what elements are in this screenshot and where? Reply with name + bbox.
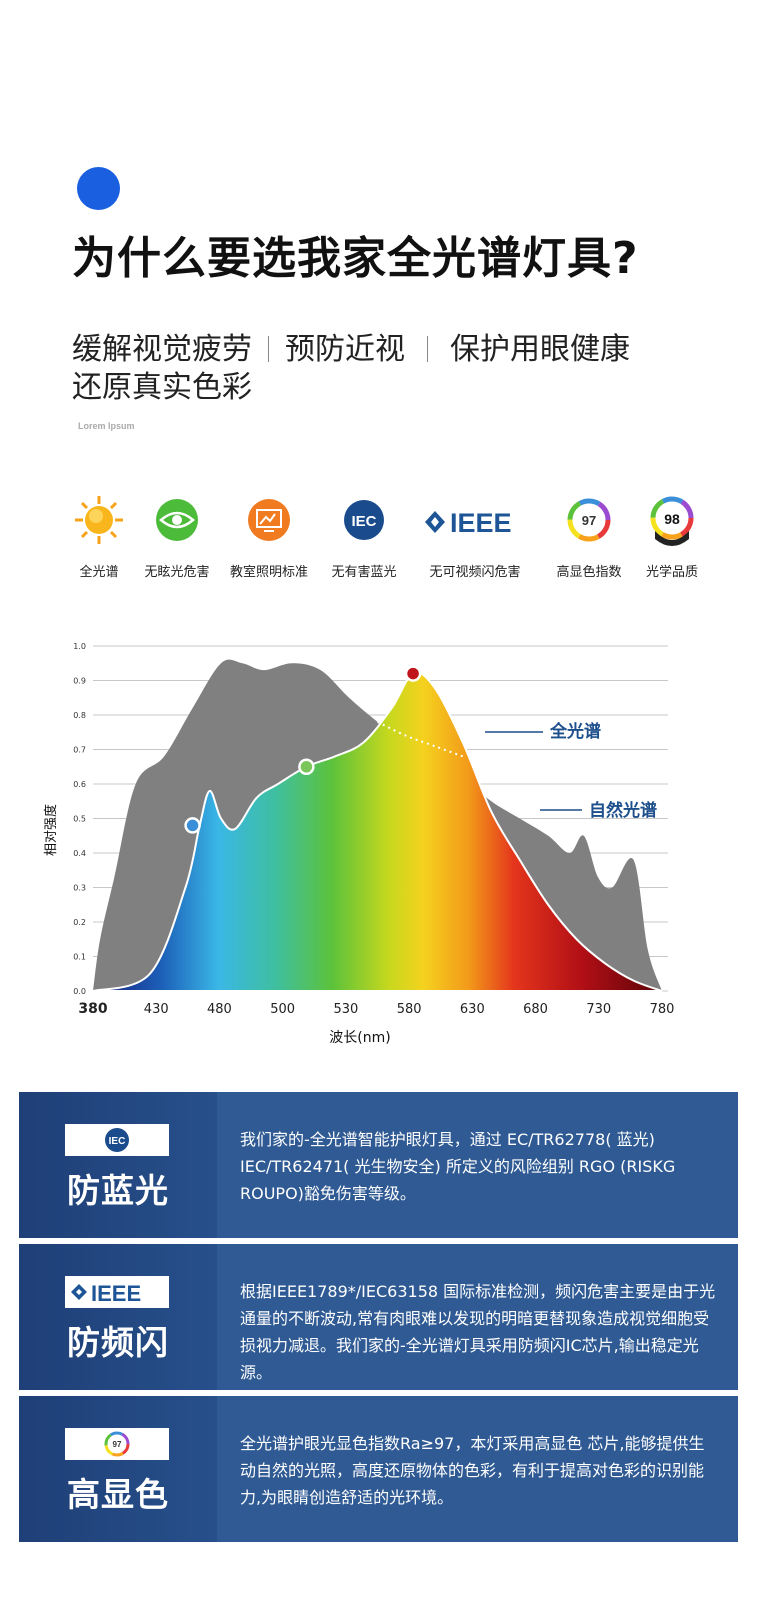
feature-full-spectrum: 全光谱 — [49, 495, 149, 580]
iec-icon: IEC — [339, 495, 389, 545]
cri97-logo: 97 — [65, 1428, 169, 1460]
full-spectrum-area — [92, 671, 663, 992]
svg-text:IEC: IEC — [351, 513, 376, 530]
feature-label: 全光谱 — [79, 565, 119, 580]
y-axis-label: 相对强度 — [43, 804, 59, 856]
classroom-icon — [244, 495, 294, 545]
y-tick-label: 1.0 — [73, 642, 86, 651]
card-text: 全光谱护眼光显色指数Ra≥97，本灯采用高显色 芯片,能够提供生动自然的光照，高… — [240, 1434, 705, 1507]
svg-text:97: 97 — [113, 1440, 122, 1449]
ieee-icon: IEEE — [421, 495, 529, 545]
quality98-icon: 98 — [647, 495, 697, 546]
cri-value: 97 — [582, 513, 596, 528]
x-tick-label: 500 — [270, 1002, 295, 1017]
y-tick-label: 0.9 — [73, 677, 86, 686]
eye-icon — [152, 495, 202, 545]
y-tick-label: 0.0 — [73, 987, 86, 996]
svg-text:IEEE: IEEE — [450, 508, 512, 538]
feature-label: 光学品质 — [645, 565, 698, 580]
natural-dotted-curve — [377, 721, 464, 758]
x-tick-label: 530 — [333, 1002, 358, 1017]
x-tick-label: 580 — [397, 1002, 422, 1017]
lorem-caption: Lorem Ipsum — [78, 421, 135, 431]
ieee-logo: IEEE — [65, 1276, 169, 1308]
card-title: 高显色 — [67, 1475, 169, 1514]
chart-marker — [184, 817, 201, 834]
feature-classroom: 教室照明标准 — [219, 495, 319, 580]
feature-label: 无有害蓝光 — [331, 565, 397, 580]
feature-label: 无可视频闪危害 — [429, 565, 521, 580]
y-tick-label: 0.5 — [73, 815, 86, 824]
benefit-item: 保护用眼健康 — [450, 332, 630, 367]
x-tick-label: 430 — [144, 1002, 169, 1017]
y-tick-label: 0.4 — [73, 849, 86, 858]
feature-no-glare: 无眩光危害 — [127, 495, 227, 580]
chart-marker — [404, 665, 422, 682]
info-cards: IEC 防蓝光 我们家的-全光谱智能护眼灯具，通过 EC/TR62778( 蓝光… — [19, 1092, 738, 1548]
x-tick-label: 630 — [460, 1002, 485, 1017]
y-tick-label: 0.2 — [73, 918, 86, 927]
x-tick-label: 380 — [78, 1001, 107, 1017]
natural-spectrum-legend: 自然光谱 — [589, 800, 657, 821]
y-tick-label: 0.3 — [73, 884, 86, 893]
quality-value: 98 — [664, 511, 680, 527]
feature-no-flicker: IEEE 无可视频闪危害 — [420, 495, 530, 580]
card-anti-flicker: IEEE 防频闪 根据IEEE1789*/IEC63158 国际标准检测，频闪危… — [19, 1244, 738, 1390]
card-text: 根据IEEE1789*/IEC63158 国际标准检测，频闪危害主要是由于光通量… — [240, 1282, 716, 1382]
svg-text:IEEE: IEEE — [91, 1281, 141, 1306]
sun-icon — [74, 495, 124, 545]
full-spectrum-legend: 全光谱 — [549, 721, 601, 742]
accent-dot — [77, 167, 120, 210]
spectrum-chart: 0.0 0.1 0.2 0.3 0.4 0.5 0.6 0.7 0.8 0.9 1.0 380 430… — [0, 630, 776, 1050]
cri97-icon: 97 — [564, 495, 614, 545]
chart-markers — [184, 665, 422, 834]
benefit-line-1: 缓解视觉疲劳 预防近视 保护用眼健康 — [72, 324, 630, 368]
feature-high-cri: 97 高显色指数 — [539, 495, 639, 580]
y-tick-label: 0.6 — [73, 780, 86, 789]
x-tick-label: 680 — [523, 1002, 548, 1017]
feature-label: 无眩光危害 — [144, 565, 210, 580]
feature-label: 高显色指数 — [556, 565, 622, 580]
x-tick-label: 480 — [207, 1002, 232, 1017]
x-axis-label: 波长(nm) — [329, 1030, 390, 1046]
chart-marker — [298, 758, 315, 775]
svg-text:IEC: IEC — [109, 1136, 126, 1147]
card-text: 我们家的-全光谱智能护眼灯具，通过 EC/TR62778( 蓝光) IEC/TR… — [240, 1130, 676, 1203]
feature-icons: 全光谱 无眩光危害 教室照明标准 IEC — [0, 495, 776, 590]
spectrum-chart-svg: 0.0 0.1 0.2 0.3 0.4 0.5 0.6 0.7 0.8 0.9 1.0 380 430… — [43, 642, 674, 1046]
feature-no-blue-light: IEC 无有害蓝光 — [314, 495, 414, 580]
card-high-cri: 97 高显色 全光谱护眼光显色指数Ra≥97，本灯采用高显色 芯片,能够提供生动… — [19, 1396, 738, 1542]
y-tick-label: 0.7 — [73, 746, 86, 755]
benefit-item: 预防近视 — [285, 332, 405, 367]
x-tick-label: 730 — [586, 1002, 611, 1017]
page-title: 为什么要选我家全光谱灯具? — [72, 233, 639, 284]
x-axis-ticks: 380 430 480 500 530 580 630 680 730 780 — [78, 1001, 674, 1017]
y-tick-label: 0.8 — [73, 711, 86, 720]
y-tick-label: 0.1 — [73, 953, 86, 962]
card-title: 防频闪 — [67, 1323, 169, 1362]
x-tick-label: 780 — [650, 1002, 675, 1017]
feature-optical-quality: 98 光学品质 — [622, 495, 722, 580]
benefit-item: 缓解视觉疲劳 — [72, 332, 252, 367]
feature-label: 教室照明标准 — [229, 565, 308, 580]
card-title: 防蓝光 — [67, 1171, 169, 1210]
y-axis-ticks: 0.0 0.1 0.2 0.3 0.4 0.5 0.6 0.7 0.8 0.9 1.0 — [73, 642, 86, 996]
card-anti-blue-light: IEC 防蓝光 我们家的-全光谱智能护眼灯具，通过 EC/TR62778( 蓝光… — [19, 1092, 738, 1238]
iec-logo: IEC — [65, 1124, 169, 1156]
benefit-line-2: 还原真实色彩 — [72, 370, 252, 405]
